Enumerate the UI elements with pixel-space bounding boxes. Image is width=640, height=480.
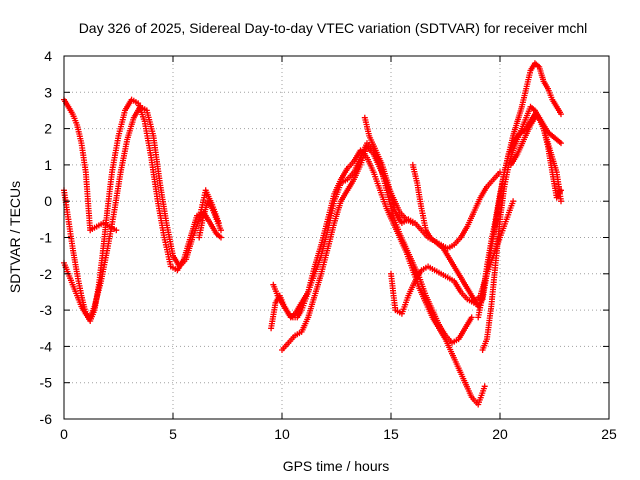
y-tick-label: -5 <box>40 375 53 391</box>
y-tick-label: -4 <box>40 338 53 354</box>
chart-title: Day 326 of 2025, Sidereal Day-to-day VTE… <box>79 20 588 36</box>
x-axis-label: GPS time / hours <box>283 458 390 474</box>
y-tick-label: 0 <box>44 193 52 209</box>
y-tick-label: -1 <box>40 230 53 246</box>
x-tick-labels: 0 5 10 15 20 25 <box>60 426 617 442</box>
y-tick-labels: 4 3 2 1 0 -1 -2 -3 -4 -5 -6 <box>40 48 53 427</box>
x-tick-label: 5 <box>169 426 177 442</box>
axis-ticks <box>63 55 610 420</box>
series-markers-s13 <box>196 198 224 241</box>
y-tick-label: -2 <box>40 266 53 282</box>
data-points <box>61 60 564 408</box>
y-tick-label: -6 <box>40 411 53 427</box>
series-markers-s2 <box>61 103 222 321</box>
x-tick-label: 25 <box>601 426 617 442</box>
y-axis-label: SDTVAR / TECUs <box>7 181 23 293</box>
y-tick-label: 4 <box>44 48 52 64</box>
x-tick-label: 20 <box>492 426 508 442</box>
series-markers-s6 <box>279 143 416 353</box>
y-tick-label: -3 <box>40 302 53 318</box>
y-tick-label: 2 <box>44 121 52 137</box>
x-tick-label: 15 <box>383 426 399 442</box>
y-tick-label: 3 <box>44 84 52 100</box>
x-tick-label: 0 <box>60 426 68 442</box>
series-markers-s11 <box>475 111 564 321</box>
y-tick-label: 1 <box>44 157 52 173</box>
series-markers-s4 <box>268 147 488 408</box>
x-tick-label: 10 <box>274 426 290 442</box>
series-markers-s12 <box>507 111 564 205</box>
